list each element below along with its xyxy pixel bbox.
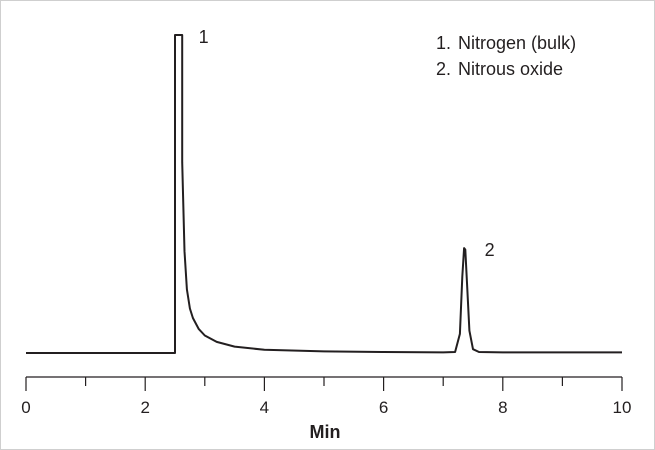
peak-label-2: 2: [485, 240, 495, 260]
legend-entry: 1. Nitrogen (bulk): [436, 33, 576, 53]
x-tick-label: 0: [21, 398, 30, 417]
x-tick-label: 4: [260, 398, 269, 417]
legend-marker: 1.: [436, 33, 451, 53]
legend-marker: 2.: [436, 59, 451, 79]
chromatogram-trace-1: [26, 34, 622, 354]
x-tick-label: 2: [140, 398, 149, 417]
x-tick-label: 10: [613, 398, 632, 417]
peak-label-1: 1: [199, 27, 209, 47]
x-axis: 0 2 4 6 8 10: [21, 376, 632, 417]
legend: 1. Nitrogen (bulk) 2. Nitrous oxide: [436, 33, 576, 79]
x-tick-label: 6: [379, 398, 388, 417]
x-axis-label: Min: [310, 422, 341, 442]
legend-name: Nitrous oxide: [458, 59, 563, 79]
legend-entry: 2. Nitrous oxide: [436, 59, 563, 79]
trace-layer: [26, 34, 622, 354]
x-tick-label: 8: [498, 398, 507, 417]
legend-name: Nitrogen (bulk): [458, 33, 576, 53]
peak-labels: 12: [199, 27, 495, 260]
